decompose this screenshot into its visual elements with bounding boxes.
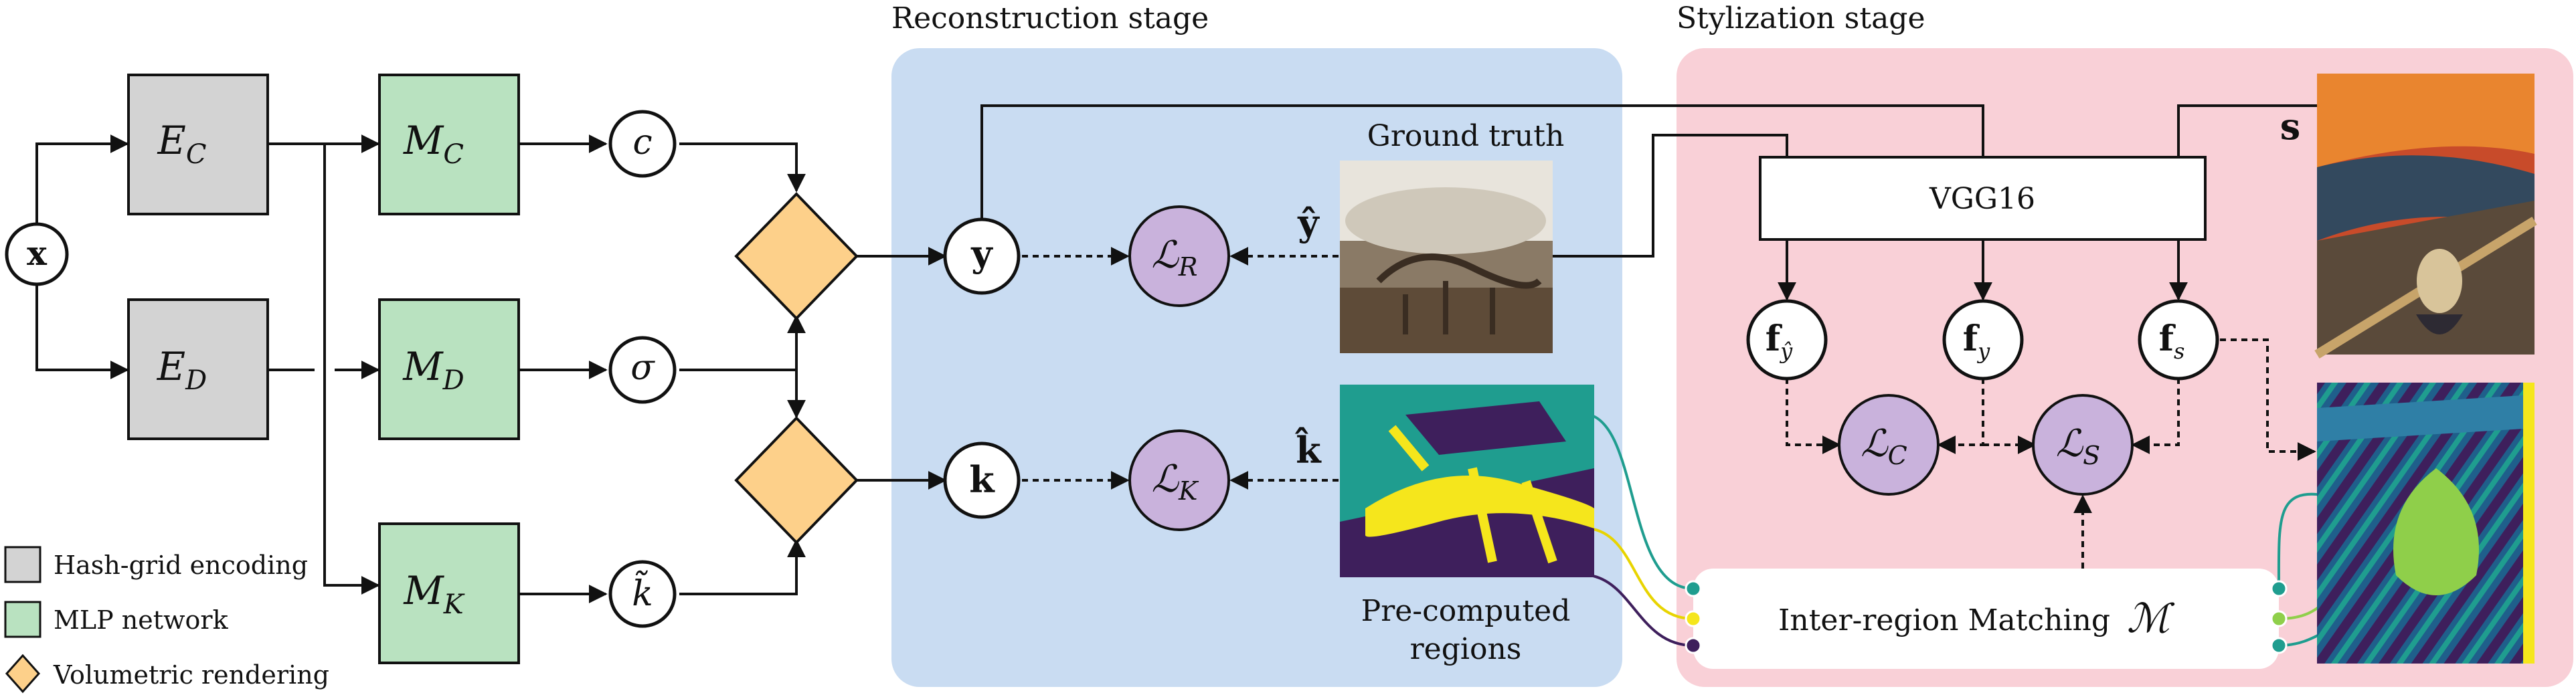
- feature-fyhat-sub: ŷ: [1779, 338, 1793, 364]
- matching-dot-purple-left: [1685, 637, 1702, 654]
- matching-dot-yellow-left: [1685, 610, 1702, 627]
- precomputed-regions-image: [1340, 385, 1594, 577]
- feature-fs-node: fs: [2138, 299, 2219, 381]
- encoder-ec-sub: C: [186, 139, 207, 170]
- svg-text:fŷ: fŷ: [1766, 318, 1793, 364]
- encoder-ed-sub: D: [185, 365, 207, 396]
- matching-symbol: ℳ: [2127, 595, 2175, 642]
- stylization-stage-title: Stylization stage: [1677, 1, 1925, 35]
- volumetric-render-color: [734, 192, 859, 320]
- mlp-md-sub: D: [442, 365, 464, 396]
- loss-lk-node: ℒK: [1128, 429, 1230, 531]
- vgg16-label: VGG16: [1929, 182, 2035, 216]
- feature-fyhat-label: f: [1766, 318, 1783, 359]
- loss-ls-node: ℒS: [2032, 394, 2134, 496]
- legend-swatch-render: [5, 654, 41, 694]
- inter-region-matching-label: Inter-region Matching: [1778, 603, 2110, 637]
- feature-fy-node: fy: [1942, 299, 2024, 381]
- svg-text:EC: EC: [157, 118, 207, 170]
- loss-lk-sub: K: [1178, 476, 1199, 506]
- output-c-node: c: [608, 110, 677, 178]
- vgg16-block: VGG16: [1759, 156, 2207, 241]
- output-sigma-label: σ: [630, 348, 655, 388]
- encoder-ed-block: ED: [127, 298, 269, 440]
- input-x-label: x: [27, 233, 48, 273]
- encoder-ed-label: E: [157, 344, 185, 389]
- ground-truth-image: [1340, 161, 1553, 353]
- matching-dot-teal-left: [1685, 580, 1702, 597]
- svg-text:fs: fs: [2159, 318, 2185, 364]
- mlp-mc-block: MC: [378, 74, 520, 215]
- loss-lc-label: ℒ: [1861, 422, 1889, 466]
- output-ktilde-node: k̃: [608, 560, 677, 628]
- feature-fyhat-node: fŷ: [1746, 299, 1828, 381]
- encoder-ec-label: E: [157, 118, 186, 163]
- style-image: [2314, 74, 2537, 359]
- svg-text:ℒR: ℒR: [1152, 233, 1198, 282]
- rendered-y-label: y: [970, 232, 993, 275]
- mlp-mk-label: M: [403, 568, 444, 613]
- matching-dot-teal-right-2: [2270, 637, 2288, 654]
- mlp-mc-sub: C: [443, 139, 464, 170]
- mlp-md-block: MD: [378, 298, 520, 440]
- matching-dot-green-right: [2270, 610, 2288, 627]
- output-ktilde-label: k̃: [632, 570, 653, 614]
- svg-text:MK: MK: [403, 568, 464, 620]
- mlp-mk-block: MK: [378, 522, 520, 664]
- input-x-node: x: [5, 222, 69, 286]
- output-sigma-node: σ: [608, 336, 677, 404]
- loss-lr-label: ℒ: [1152, 233, 1180, 277]
- regions-symbol: k̂: [1294, 427, 1322, 472]
- precomputed-caption-line2: regions: [1410, 632, 1522, 666]
- mlp-md-label: M: [402, 344, 444, 389]
- feature-fy-label: f: [1963, 318, 1980, 359]
- svg-text:ℒC: ℒC: [1861, 422, 1907, 470]
- svg-text:MD: MD: [402, 344, 464, 396]
- ground-truth-caption: Ground truth: [1367, 119, 1565, 153]
- feature-fy-sub: y: [1976, 338, 1990, 364]
- feature-fs-label: f: [2159, 318, 2176, 359]
- style-regions-image: [2317, 383, 2535, 664]
- legend: Hash-grid encoding MLP network Volumetri…: [4, 546, 329, 694]
- loss-ls-sub: S: [2083, 441, 2100, 470]
- legend-label-mlp: MLP network: [54, 605, 229, 635]
- encoder-ec-block: EC: [127, 74, 269, 215]
- output-c-label: c: [632, 122, 652, 163]
- style-symbol: s: [2280, 105, 2300, 148]
- feature-fs-sub: s: [2174, 338, 2184, 364]
- loss-ls-label: ℒ: [2056, 422, 2084, 466]
- legend-swatch-hash-grid: [4, 546, 41, 583]
- inter-region-matching-block: Inter-region Matching ℳ: [1693, 569, 2279, 669]
- loss-lc-sub: C: [1888, 441, 1907, 470]
- svg-text:fy: fy: [1963, 318, 1990, 364]
- legend-label-render: Volumetric rendering: [53, 660, 329, 690]
- loss-lr-sub: R: [1178, 252, 1198, 282]
- svg-text:MC: MC: [403, 118, 464, 170]
- ground-truth-symbol: ŷ: [1297, 201, 1320, 244]
- rendered-y-node: y: [943, 217, 1021, 295]
- mlp-mk-sub: K: [443, 589, 465, 620]
- loss-lc-node: ℒC: [1838, 394, 1940, 496]
- rendered-k-label: k: [969, 458, 995, 501]
- rendered-k-node: k: [943, 441, 1021, 519]
- loss-lr-node: ℒR: [1128, 205, 1230, 307]
- svg-text:ℒK: ℒK: [1152, 458, 1199, 506]
- legend-swatch-mlp: [4, 601, 41, 638]
- svg-text:ED: ED: [157, 344, 207, 396]
- volumetric-render-regions: [734, 416, 859, 544]
- mlp-mc-label: M: [403, 118, 444, 163]
- precomputed-caption-line1: Pre-computed: [1361, 594, 1571, 628]
- matching-dot-teal-right: [2270, 580, 2288, 597]
- legend-label-hash-grid: Hash-grid encoding: [54, 551, 308, 580]
- loss-lk-label: ℒ: [1152, 458, 1180, 501]
- svg-text:ℒS: ℒS: [2056, 422, 2100, 470]
- reconstruction-stage-title: Reconstruction stage: [891, 1, 1209, 35]
